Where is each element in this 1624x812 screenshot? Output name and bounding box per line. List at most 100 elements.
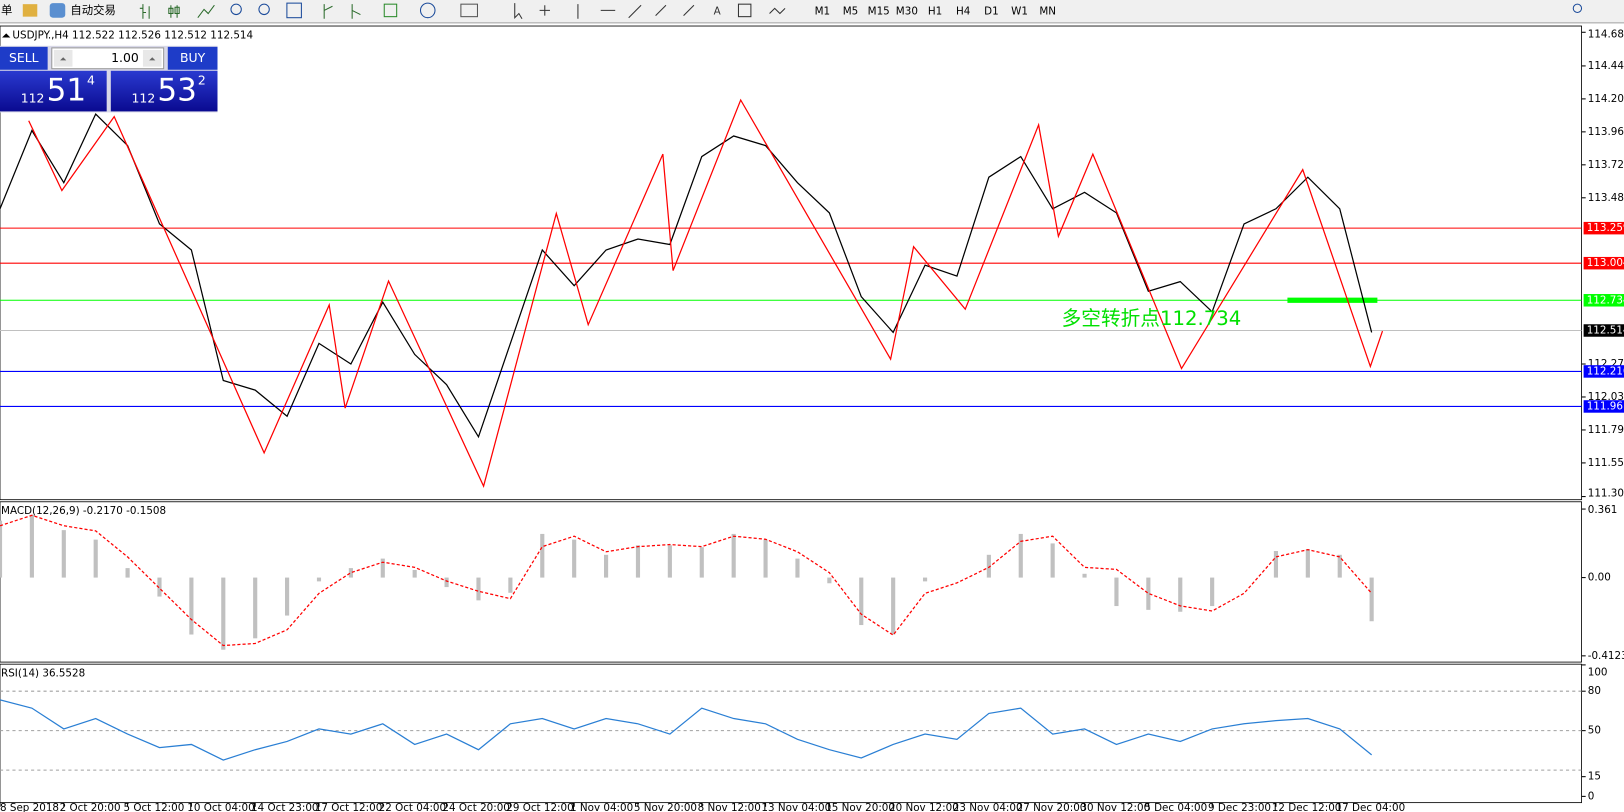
y-tick-label: 15 (1588, 771, 1601, 783)
zoom-in-icon[interactable] (230, 3, 242, 16)
y-tick-label: 114.440 (1588, 60, 1624, 72)
series-line (0, 699, 1373, 761)
y-tick-label: 114.200 (1588, 93, 1624, 105)
x-tick-label: 23 Nov 04:00 (953, 802, 1023, 812)
x-tick-label: 1 Nov 04:00 (570, 802, 633, 812)
bid-small: 4 (87, 73, 95, 88)
y-tick-label: -0.4123 (1588, 650, 1624, 662)
timeframe-button[interactable]: W1 (1011, 5, 1028, 17)
histogram-bar (1146, 577, 1151, 610)
histogram-bar (827, 577, 832, 584)
x-tick-label: 17 Dec 04:00 (1336, 802, 1406, 812)
rsi-pane (0, 663, 1582, 804)
histogram-bar (253, 577, 258, 639)
series-line (0, 112, 1373, 439)
buy-label[interactable]: BUY (180, 50, 206, 65)
histogram-bar (412, 569, 417, 578)
histogram-bar (1210, 577, 1215, 607)
lot-input[interactable] (51, 47, 165, 70)
histogram-bar (667, 545, 672, 578)
x-tick-label: 12 Dec 12:00 (1272, 802, 1342, 812)
lot-value[interactable]: 1.00 (111, 50, 139, 65)
bid-box[interactable] (0, 70, 107, 112)
x-tick-label: 5 Dec 04:00 (1144, 802, 1207, 812)
zoom-out-icon[interactable] (258, 3, 270, 16)
auto-trading-icon[interactable] (49, 3, 66, 18)
price-label: 113.259 (1587, 222, 1624, 234)
timeframe-button[interactable]: H4 (956, 5, 971, 17)
series-line (28, 98, 1384, 488)
y-tick-label: 111.790 (1588, 424, 1624, 436)
timeframe-button[interactable]: D1 (984, 5, 999, 17)
histogram-bar (316, 577, 322, 582)
histogram-bar (348, 568, 353, 578)
ask-box[interactable] (110, 70, 218, 112)
toolbar (0, 0, 1624, 23)
menu-label[interactable]: 单 (1, 3, 12, 17)
x-tick-label: 29 Oct 12:00 (506, 802, 573, 812)
bid-main: 51 (47, 73, 87, 109)
timeframe-button[interactable]: MN (1039, 5, 1056, 17)
x-tick-label: 8 Sep 2018 (0, 802, 59, 812)
histogram-bar (157, 577, 162, 597)
histogram-bar (0, 520, 3, 578)
macd-pane (0, 501, 1582, 663)
histogram-bar (795, 558, 800, 578)
x-tick-label: 5 Nov 20:00 (634, 802, 697, 812)
histogram-bar (572, 539, 577, 578)
x-tick-label: 30 Nov 12:00 (1080, 802, 1150, 812)
label-tool[interactable] (737, 3, 752, 18)
timeframe-button[interactable]: M1 (815, 5, 831, 17)
ask-small: 2 (198, 73, 206, 88)
rsi-title: RSI(14) 36.5528 (1, 668, 85, 680)
histogram-bar (1369, 577, 1374, 622)
period-icon[interactable] (419, 2, 436, 19)
histogram-bar (285, 577, 290, 616)
candle-icon[interactable] (168, 5, 180, 18)
shift-icons[interactable] (323, 4, 361, 19)
buy-button[interactable] (167, 46, 218, 70)
histogram-bar (859, 577, 864, 626)
series-line (0, 514, 1373, 647)
sell-label[interactable]: SELL (9, 50, 39, 65)
price-label-box (1583, 365, 1624, 378)
timeframe-button[interactable]: H1 (928, 5, 942, 17)
histogram-bar (508, 577, 513, 593)
price-label: 113.004 (1587, 257, 1624, 269)
histogram-bar (1178, 577, 1183, 612)
text-tool[interactable]: A (714, 5, 722, 17)
price-label: 112.734 (1587, 294, 1624, 306)
timeframe-button[interactable]: M5 (843, 5, 859, 17)
x-tick-label: 5 Oct 12:00 (123, 802, 184, 812)
price-label: 111.961 (1587, 400, 1624, 412)
timeframe-button[interactable]: M30 (896, 5, 918, 17)
collapse-icon (2, 33, 11, 38)
x-tick-label: 24 Oct 20:00 (442, 802, 509, 812)
indicator-icon[interactable] (383, 3, 398, 18)
timeframe-button[interactable]: M15 (868, 5, 890, 17)
histogram-bar (125, 568, 130, 578)
line-chart-icon[interactable] (197, 4, 215, 19)
arrow-tool[interactable] (769, 7, 786, 15)
x-tick-label: 20 Nov 12:00 (889, 802, 959, 812)
timeframes: M1 M5 M15 M30 H1 H4 D1 W1 MN (815, 5, 1056, 17)
x-tick-label: 8 Nov 12:00 (698, 802, 761, 812)
histogram-bar (1114, 577, 1119, 607)
icon[interactable] (22, 4, 38, 17)
template-icon[interactable] (460, 3, 478, 18)
histogram-bar (444, 577, 449, 588)
draw-tools[interactable] (514, 3, 695, 20)
histogram-bar (986, 554, 991, 578)
sell-button[interactable] (0, 46, 48, 70)
bar-chart-icon[interactable] (139, 4, 150, 19)
tile-icon[interactable] (286, 2, 302, 19)
search-icon[interactable] (1572, 3, 1583, 14)
histogram-bar (93, 539, 98, 578)
auto-trading-label[interactable]: 自动交易 (70, 3, 116, 17)
y-tick-label: 112.030 (1588, 391, 1624, 403)
x-tick-label: 13 Nov 04:00 (761, 802, 831, 812)
histogram-bar (1050, 543, 1055, 578)
histogram-bar (380, 558, 385, 578)
histogram-bar (221, 577, 226, 650)
